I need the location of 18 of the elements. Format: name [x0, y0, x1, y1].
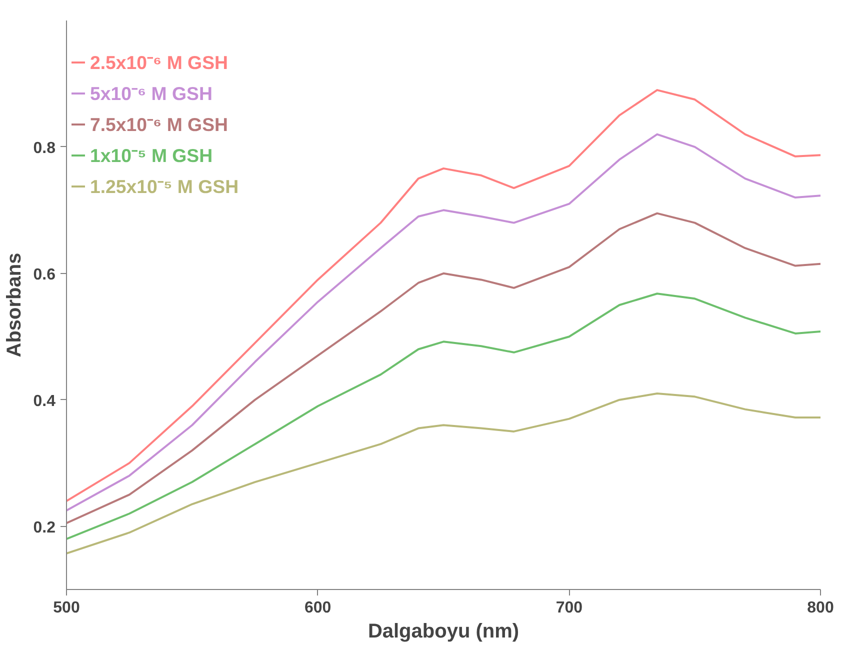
x-tick-label: 800	[807, 600, 834, 616]
legend-label: 7.5x10⁻⁶ M GSH	[90, 113, 228, 136]
y-tick-label: 0.6	[33, 266, 56, 284]
y-tick-label: 0.2	[33, 519, 56, 536]
legend-label: 1x10⁻⁵ M GSH	[90, 144, 213, 167]
line-series	[66, 212, 820, 524]
legend-label: 1.25x10⁻⁵ M GSH	[90, 175, 239, 198]
y-axis-title: Absorbans	[3, 252, 26, 358]
x-axis-title: Dalgaboyu (nm)	[368, 620, 520, 642]
line-series	[66, 292, 820, 540]
x-tick-label: 700	[556, 600, 583, 616]
legend-label: 5x10⁻⁶ M GSH	[90, 82, 212, 105]
y-tick-label: 0.8	[33, 140, 56, 157]
legend-label: 2.5x10⁻⁶ M GSH	[90, 51, 228, 74]
y-tick-label: 0.4	[33, 392, 56, 410]
x-tick-label: 600	[304, 600, 332, 616]
x-tick-label: 500	[53, 600, 80, 616]
line-series	[66, 392, 820, 554]
